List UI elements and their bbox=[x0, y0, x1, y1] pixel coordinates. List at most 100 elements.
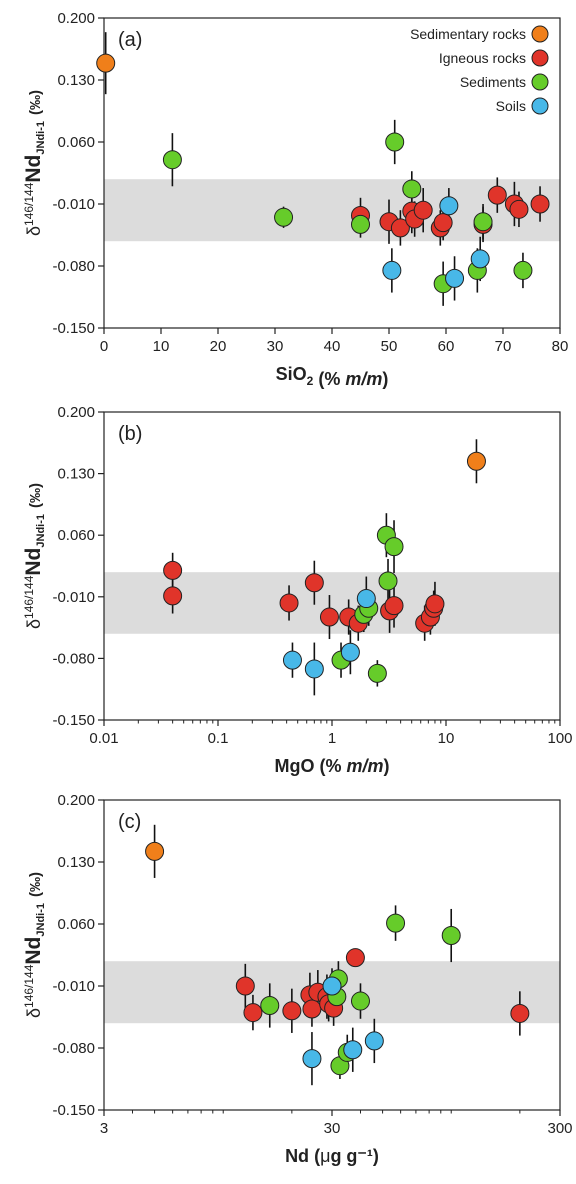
x-tick-label: 30 bbox=[267, 338, 284, 355]
y-axis-title: δ146/144NdJNdi-1(‰) bbox=[22, 872, 47, 1018]
point-soils bbox=[343, 1040, 363, 1060]
y-tick-label: -0.010 bbox=[52, 978, 95, 995]
point-igneous-rocks bbox=[319, 607, 339, 627]
y-tick-label: -0.150 bbox=[52, 1102, 95, 1119]
x-tick-label: 0.01 bbox=[89, 730, 118, 747]
legend-marker bbox=[531, 25, 549, 43]
point-igneous-rocks bbox=[509, 199, 529, 219]
point-igneous-rocks bbox=[302, 999, 322, 1019]
y-tick-label: 0.200 bbox=[57, 792, 95, 809]
point-sediments bbox=[367, 663, 387, 683]
point-sediments bbox=[274, 207, 294, 227]
y-tick-label: 0.200 bbox=[57, 10, 95, 27]
x-tick-label: 70 bbox=[495, 338, 512, 355]
point-sediments bbox=[473, 212, 493, 232]
legend-marker bbox=[531, 97, 549, 115]
point-igneous-rocks bbox=[163, 560, 183, 580]
point-soils bbox=[322, 976, 342, 996]
point-soils bbox=[364, 1031, 384, 1051]
x-axis-title: MgO (% m/m) bbox=[274, 756, 389, 776]
point-igneous-rocks bbox=[282, 1001, 302, 1021]
x-tick-label: 30 bbox=[324, 1120, 341, 1137]
point-igneous-rocks bbox=[425, 594, 445, 614]
point-sediments bbox=[162, 150, 182, 170]
point-sedimentary-rocks bbox=[96, 53, 116, 73]
legend-label: Igneous rocks bbox=[439, 50, 526, 66]
legend-label: Soils bbox=[496, 98, 526, 114]
y-tick-label: 0.130 bbox=[57, 72, 95, 89]
x-tick-label: 0 bbox=[100, 338, 108, 355]
point-sediments bbox=[402, 179, 422, 199]
point-igneous-rocks bbox=[413, 200, 433, 220]
point-soils bbox=[356, 589, 376, 609]
x-tick-label: 100 bbox=[547, 730, 572, 747]
point-igneous-rocks bbox=[487, 185, 507, 205]
point-igneous-rocks bbox=[304, 573, 324, 593]
y-tick-label: -0.080 bbox=[52, 1040, 95, 1057]
x-tick-label: 80 bbox=[552, 338, 569, 355]
x-tick-label: 3 bbox=[100, 1120, 108, 1137]
panel-label: (c) bbox=[118, 811, 141, 833]
x-tick-label: 10 bbox=[438, 730, 455, 747]
point-sedimentary-rocks bbox=[466, 451, 486, 471]
y-tick-label: -0.080 bbox=[52, 650, 95, 667]
x-tick-label: 1 bbox=[328, 730, 336, 747]
point-sediments bbox=[513, 260, 533, 280]
panel-a: 0.200 0.130 0.060 -0.010 -0.080 -0.150 0 10 20 30… bbox=[22, 10, 568, 389]
y-tick-label: 0.060 bbox=[57, 916, 95, 933]
y-tick-label: 0.060 bbox=[57, 134, 95, 151]
y-tick-label: -0.080 bbox=[52, 258, 95, 275]
legend-label: Sediments bbox=[460, 74, 526, 90]
y-tick-label: -0.150 bbox=[52, 712, 95, 729]
point-igneous-rocks bbox=[510, 1003, 530, 1023]
point-igneous-rocks bbox=[530, 194, 550, 214]
point-igneous-rocks bbox=[279, 593, 299, 613]
legend-marker bbox=[531, 73, 549, 91]
point-sediments bbox=[351, 214, 370, 234]
point-soils bbox=[445, 268, 465, 288]
point-igneous-rocks bbox=[243, 1003, 263, 1023]
point-igneous-rocks bbox=[384, 596, 404, 616]
panel-label: (a) bbox=[118, 29, 142, 51]
point-soils bbox=[282, 650, 302, 670]
point-sediments bbox=[378, 571, 398, 591]
x-tick-label: 300 bbox=[547, 1120, 572, 1137]
legend: Sedimentary rocks Igneous rocks Sediments S… bbox=[410, 25, 549, 115]
point-sediments bbox=[441, 926, 461, 946]
point-soils bbox=[302, 1049, 322, 1069]
x-tick-label: 10 bbox=[153, 338, 170, 355]
point-sedimentary-rocks bbox=[145, 841, 165, 861]
panel-label: (b) bbox=[118, 423, 142, 445]
point-soils bbox=[470, 249, 490, 269]
x-tick-label: 50 bbox=[381, 338, 398, 355]
point-soils bbox=[340, 642, 360, 662]
legend-marker bbox=[531, 49, 549, 67]
x-axis-title: SiO2 (% m/m) bbox=[276, 364, 389, 389]
point-igneous-rocks bbox=[235, 976, 255, 996]
point-sediments bbox=[385, 132, 405, 152]
point-sediments bbox=[350, 991, 370, 1011]
y-tick-label: 0.200 bbox=[57, 404, 95, 421]
x-tick-label: 20 bbox=[210, 338, 227, 355]
y-tick-label: -0.150 bbox=[52, 320, 95, 337]
y-tick-label: 0.060 bbox=[57, 527, 95, 544]
point-soils bbox=[439, 196, 459, 216]
point-sediments bbox=[384, 537, 404, 557]
y-axis-title: δ146/144NdJNdi-1(‰) bbox=[22, 90, 47, 236]
legend-label: Sedimentary rocks bbox=[410, 26, 526, 42]
point-soils bbox=[304, 659, 324, 679]
point-igneous-rocks bbox=[390, 218, 410, 238]
point-igneous-rocks bbox=[345, 948, 365, 968]
x-tick-label: 60 bbox=[438, 338, 455, 355]
y-tick-label: 0.130 bbox=[57, 854, 95, 871]
point-igneous-rocks bbox=[433, 213, 453, 233]
y-axis-title: δ146/144NdJNdi-1(‰) bbox=[22, 483, 47, 629]
x-axis-title: Nd (μg g⁻¹) bbox=[285, 1146, 379, 1166]
x-tick-label: 40 bbox=[324, 338, 341, 355]
y-tick-label: -0.010 bbox=[52, 589, 95, 606]
point-sediments bbox=[260, 995, 280, 1015]
point-igneous-rocks bbox=[163, 586, 183, 606]
y-tick-label: -0.010 bbox=[52, 196, 95, 213]
